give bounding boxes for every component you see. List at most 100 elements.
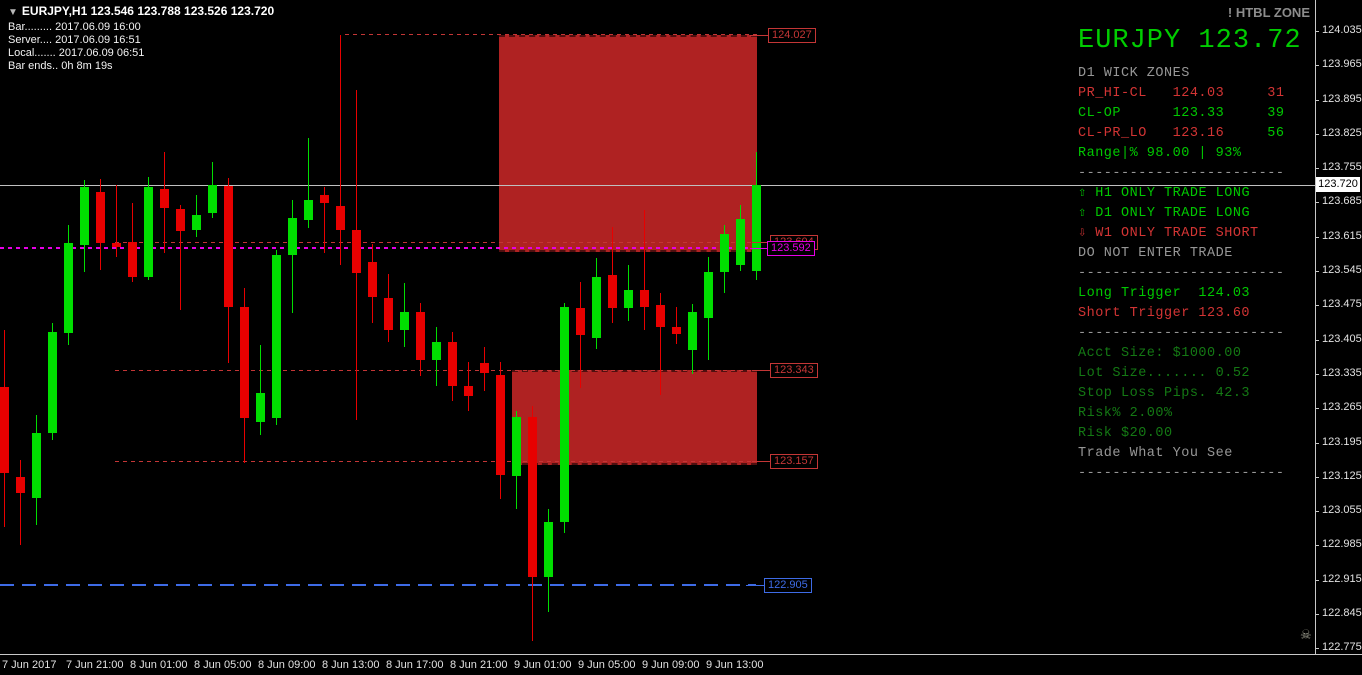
- price-axis-label: 123.265: [1322, 401, 1362, 413]
- panel-text-segment: Risk% 2.00%: [1078, 406, 1173, 421]
- panel-line: ⇧ H1 ONLY TRADE LONG: [1078, 184, 1318, 204]
- price-axis-label: 122.985: [1322, 538, 1362, 550]
- time-axis-label: 8 Jun 05:00: [194, 659, 252, 671]
- candle-wick: [660, 293, 661, 396]
- candle-wick: [260, 345, 261, 436]
- level-line: [0, 584, 756, 586]
- price-axis-tick: [1315, 31, 1319, 32]
- chart-dropdown-triangle-icon[interactable]: ▼: [8, 7, 18, 18]
- panel-text-segment: 56: [1267, 126, 1285, 141]
- candle-body: [672, 327, 681, 335]
- level-line: [115, 370, 762, 371]
- time-axis-label: 9 Jun 05:00: [578, 659, 636, 671]
- candle-wick: [180, 204, 181, 311]
- wick-zone-rectangle: [499, 34, 757, 252]
- panel-line: Risk% 2.00%: [1078, 404, 1318, 424]
- candle-body: [256, 393, 265, 423]
- level-label-connector: [750, 35, 768, 36]
- panel-line: Acct Size: $1000.00: [1078, 344, 1318, 364]
- time-axis-label: 8 Jun 09:00: [258, 659, 316, 671]
- price-axis-tick: [1315, 305, 1319, 306]
- panel-text-segment: ------------------------: [1078, 326, 1285, 341]
- candle-body: [752, 185, 761, 271]
- candle-body: [480, 363, 489, 374]
- price-axis-label: 123.335: [1322, 367, 1362, 379]
- panel-line: DO NOT ENTER TRADE: [1078, 244, 1318, 264]
- price-axis-label: 122.775: [1322, 641, 1362, 653]
- panel-line: Risk $20.00: [1078, 424, 1318, 444]
- time-axis-label: 9 Jun 09:00: [642, 659, 700, 671]
- candle-body: [592, 276, 601, 339]
- candle-body: [80, 187, 89, 246]
- bar-info-box: Bar......... 2017.06.09 16:00 Server.... …: [8, 21, 144, 73]
- price-axis-tick: [1315, 614, 1319, 615]
- price-axis-label: 123.825: [1322, 127, 1362, 139]
- candle-body: [48, 332, 57, 434]
- panel-text-segment: Trade What You See: [1078, 446, 1233, 461]
- candle-body: [640, 290, 649, 308]
- candle-body: [352, 229, 361, 274]
- candle-body: [288, 218, 297, 255]
- level-label-connector: [746, 585, 764, 586]
- time-axis-label: 8 Jun 17:00: [386, 659, 444, 671]
- candle-wick: [676, 306, 677, 345]
- price-axis-tick: [1315, 65, 1319, 66]
- level-line: [345, 34, 760, 35]
- panel-lines: D1 WICK ZONES PR_HI-CL 124.03 31 CL-OP 123…: [1078, 64, 1318, 484]
- candle-wick: [340, 34, 341, 266]
- level-price-label: 122.905: [764, 578, 812, 593]
- price-axis-tick: [1315, 580, 1319, 581]
- time-axis-label: 7 Jun 21:00: [66, 659, 124, 671]
- panel-line: Lot Size....... 0.52: [1078, 364, 1318, 384]
- candle-body: [192, 215, 201, 230]
- panel-text-segment: Range|% 98.00 | 93%: [1078, 146, 1242, 161]
- level-label-connector: [752, 370, 770, 371]
- symbol-ohlc-text: EURJPY,H1 123.546 123.788 123.526 123.72…: [21, 4, 275, 18]
- panel-text-segment: ------------------------: [1078, 166, 1285, 181]
- candle-body: [624, 290, 633, 309]
- candle-body: [272, 254, 281, 419]
- panel-line: CL-PR_LO 123.16 56: [1078, 124, 1318, 144]
- panel-line: ------------------------: [1078, 324, 1318, 344]
- panel-text-segment: ⇩ W1 ONLY TRADE SHORT: [1078, 226, 1259, 241]
- panel-text-segment: CL-OP 123.33 39: [1078, 106, 1285, 121]
- candle-body: [608, 275, 617, 309]
- price-axis-label: 122.845: [1322, 607, 1362, 619]
- price-axis-label: 122.915: [1322, 573, 1362, 585]
- price-axis-tick: [1315, 134, 1319, 135]
- panel-text-segment: Stop Loss Pips. 42.3: [1078, 386, 1251, 401]
- candle-body: [240, 307, 249, 419]
- info-line: Local....... 2017.06.09 06:51: [8, 47, 145, 59]
- candle-body: [560, 307, 569, 523]
- panel-text-segment: Long Trigger 124.03: [1078, 286, 1251, 301]
- current-price-line: [0, 185, 1315, 186]
- candle-body: [320, 195, 329, 203]
- candle-body: [464, 386, 473, 397]
- candle-body: [336, 205, 345, 230]
- candle-wick: [116, 184, 117, 258]
- panel-line: PR_HI-CL 124.03 31: [1078, 84, 1318, 104]
- price-axis-tick: [1315, 374, 1319, 375]
- level-label-connector: [752, 242, 770, 243]
- time-axis-label: 7 Jun 2017: [2, 659, 57, 671]
- level-line: [115, 242, 762, 243]
- candle-body: [96, 192, 105, 244]
- candle-body: [32, 433, 41, 499]
- price-axis-tick: [1315, 545, 1319, 546]
- candle-body: [128, 242, 137, 277]
- price-axis-tick: [1315, 648, 1319, 649]
- candle-body: [576, 308, 585, 336]
- price-axis-tick: [1315, 477, 1319, 478]
- indicator-panel: EURJPY 123.72 D1 WICK ZONES PR_HI-CL 124.…: [1078, 26, 1318, 484]
- time-axis-label: 8 Jun 13:00: [322, 659, 380, 671]
- panel-line: ------------------------: [1078, 164, 1318, 184]
- candle-body: [0, 387, 9, 474]
- level-line: [0, 247, 760, 249]
- candle-body: [432, 342, 441, 361]
- candle-wick: [308, 137, 309, 228]
- candle-body: [208, 185, 217, 214]
- candle-body: [736, 218, 745, 265]
- level-line: [115, 461, 762, 462]
- candle-body: [544, 521, 553, 578]
